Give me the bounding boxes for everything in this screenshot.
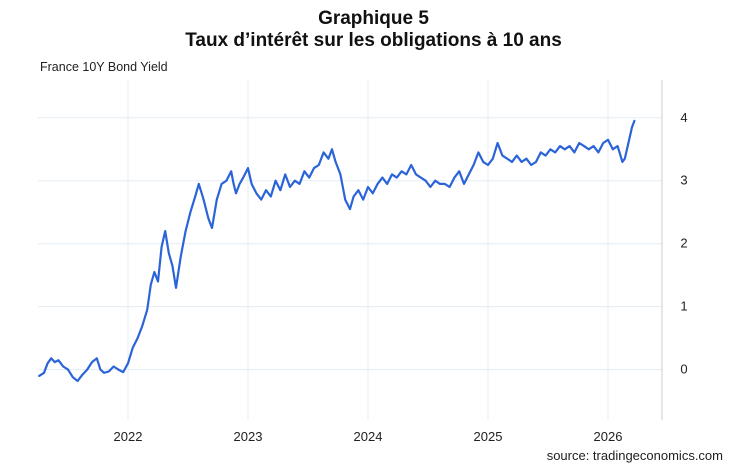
tick-labels: 0 1 2 3 4 2022 2023 2024 2025 2026	[114, 110, 688, 444]
chart-title-line-2: Taux d’intérêt sur les obligations à 10 …	[185, 30, 562, 51]
series-layer	[38, 119, 636, 383]
chart-title-line-1: Graphique 5	[318, 8, 429, 29]
y-tick-label: 2	[680, 236, 687, 251]
x-tick-label: 2026	[594, 429, 623, 444]
x-tick-label: 2024	[354, 429, 383, 444]
y-tick-label: 3	[680, 173, 687, 188]
y-tick-label: 4	[680, 110, 687, 125]
y-tick-label: 1	[680, 299, 687, 314]
series-line-0	[38, 119, 636, 383]
x-tick-label: 2023	[234, 429, 263, 444]
source-note: source: tradingeconomics.com	[546, 448, 723, 463]
grid-layer	[38, 80, 662, 420]
chart-subtitle: France 10Y Bond Yield	[40, 60, 168, 74]
y-tick-label: 0	[680, 362, 687, 377]
x-tick-label: 2022	[114, 429, 143, 444]
x-tick-label: 2025	[474, 429, 503, 444]
